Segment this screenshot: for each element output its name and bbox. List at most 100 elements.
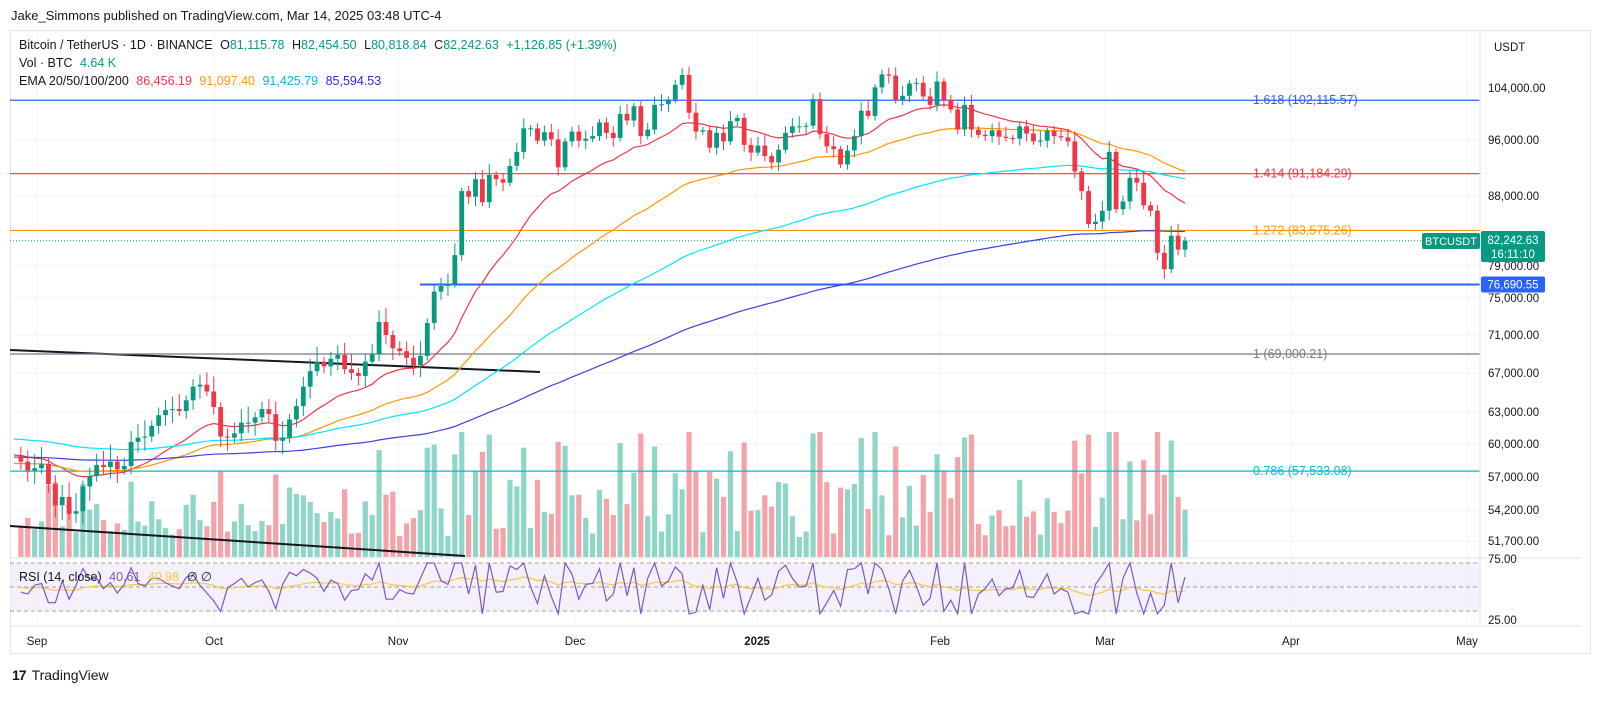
volume-bar <box>700 532 706 557</box>
volume-bar <box>66 506 72 557</box>
candle-body <box>273 414 279 441</box>
candle-body <box>858 110 864 137</box>
candle-body <box>328 358 334 367</box>
volume-bar <box>941 470 947 557</box>
candle-body <box>418 355 423 366</box>
candle-body <box>101 464 106 468</box>
ohlc-high-key: H <box>291 38 302 52</box>
volume-bar <box>52 482 58 557</box>
candle-body <box>294 406 299 420</box>
volume-bar <box>142 525 148 557</box>
legend-ema-row: EMA 20/50/100/200 86,456.19 91,097.40 91… <box>19 74 385 88</box>
volume-bar <box>961 437 968 557</box>
volume-label: Vol · BTC <box>19 56 73 70</box>
candle-body <box>397 348 403 352</box>
candle-body <box>39 463 44 469</box>
candle-body <box>493 175 499 180</box>
ema100-value: 91,425.79 <box>262 74 319 88</box>
candle-body <box>1182 240 1188 250</box>
candle-body <box>87 475 93 487</box>
chart-frame <box>10 30 1591 654</box>
legend-symbol-row: Bitcoin / TetherUS · 1D · BINANCE O81,11… <box>19 38 621 52</box>
price-tick: 67,000.00 <box>1488 368 1539 380</box>
candle-body <box>989 130 995 137</box>
volume-bar <box>837 487 844 557</box>
candle-body <box>1113 151 1119 210</box>
candle-body <box>218 407 224 437</box>
candle-body <box>941 81 947 100</box>
volume-bar <box>280 523 286 557</box>
candle-body <box>438 286 444 292</box>
candle-body <box>190 386 196 401</box>
volume-bar <box>25 517 31 557</box>
volume-bar <box>1065 510 1071 557</box>
volume-bar <box>135 521 141 557</box>
candle-body <box>865 110 871 116</box>
candle-body <box>486 175 492 203</box>
candle-body <box>824 134 830 147</box>
volume-bar <box>87 509 93 557</box>
volume-bar <box>224 531 231 557</box>
volume-bar <box>652 446 658 557</box>
candle-body <box>1051 130 1057 137</box>
volume-bar <box>796 537 802 557</box>
fib-label: 1.618 (102,115.57) <box>1253 93 1358 107</box>
volume-bar <box>1168 440 1174 557</box>
volume-bar <box>534 479 541 557</box>
volume-bar <box>445 535 451 557</box>
volume-bar <box>727 451 733 557</box>
candle-body <box>803 125 809 127</box>
candle-body <box>810 99 816 126</box>
volume-bar <box>417 510 424 557</box>
trendline-lower <box>9 525 466 557</box>
volume-bar <box>1175 497 1181 557</box>
volume-bar <box>507 479 513 557</box>
candle-body <box>776 149 781 163</box>
candle-body <box>934 81 940 105</box>
candle-body <box>1148 205 1153 211</box>
candle-body <box>108 461 113 468</box>
candle-body <box>280 437 286 441</box>
publisher-header: Jake_Simmons published on TradingView.co… <box>11 8 442 23</box>
time-axis: Sep Oct Nov Dec 2025 Feb Mar Apr May <box>10 625 1580 648</box>
volume-bar <box>1141 460 1147 557</box>
candle-body <box>149 425 155 437</box>
candle-body <box>128 441 134 466</box>
volume-bar <box>617 442 623 557</box>
candle-body <box>1106 151 1112 211</box>
candle-body <box>762 145 768 157</box>
candle-body <box>252 417 258 423</box>
candle-body <box>176 409 182 412</box>
volume-bar <box>231 521 238 557</box>
candle-body <box>583 138 589 141</box>
price-tick: 96,000.00 <box>1488 135 1539 147</box>
candle-body <box>514 151 520 166</box>
last-price-text: 82,242.63 <box>1487 235 1538 247</box>
candle-body <box>631 106 637 121</box>
volume-bar <box>975 523 981 557</box>
rsi-tick: 75.00 <box>1488 554 1517 566</box>
candle-body <box>672 84 678 100</box>
price-tick: 79,000.00 <box>1488 261 1539 273</box>
volume-bar <box>596 490 603 557</box>
candle-body <box>838 149 843 165</box>
candle-body <box>879 74 885 88</box>
volume-bar <box>590 533 596 557</box>
candle-body <box>1134 177 1140 183</box>
volume-bar <box>934 454 940 557</box>
volume-bar <box>38 521 45 557</box>
ohlc-close-key: C <box>434 38 444 52</box>
candle-body <box>170 409 175 411</box>
volume-bar <box>328 511 334 557</box>
candle-body <box>948 99 954 110</box>
candle-body <box>197 384 203 387</box>
candles <box>18 66 1188 524</box>
volume-bar <box>514 486 520 557</box>
volume-bar <box>1003 526 1009 557</box>
candle-body <box>610 132 616 139</box>
tradingview-footer[interactable]: 17 TradingView <box>12 667 109 683</box>
volume-bar <box>286 487 293 557</box>
candle-body <box>307 371 313 387</box>
candle-body <box>597 122 602 137</box>
